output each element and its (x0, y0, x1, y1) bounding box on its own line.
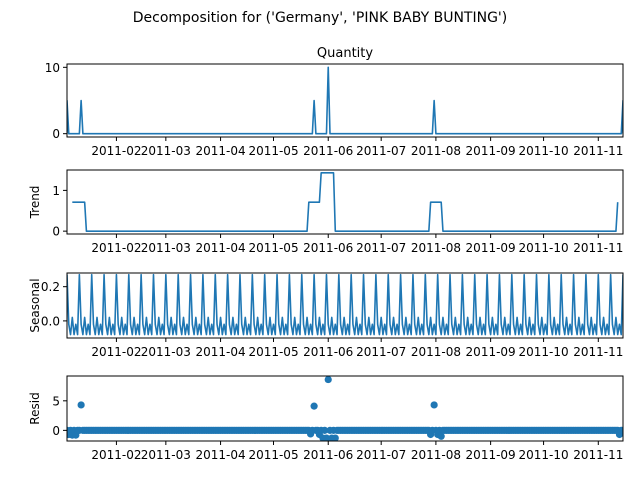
resid-ytick-label: 5 (52, 394, 60, 408)
seasonal-xtick-label: 2011-08 (411, 345, 461, 359)
figure-title: Decomposition for ('Germany', 'PINK BABY… (133, 10, 508, 26)
resid-xtick-label: 2011-05 (248, 448, 298, 462)
observed-xtick-label: 2011-09 (466, 144, 516, 158)
observed-xtick-label: 2011-07 (356, 144, 406, 158)
observed-xtick-label: 2011-06 (303, 144, 353, 158)
seasonal-xtick-label: 2011-05 (248, 345, 298, 359)
trend-xtick-label: 2011-05 (248, 241, 298, 255)
resid-point (437, 432, 445, 440)
observed-panel-title: Quantity (317, 46, 373, 61)
observed-xtick-label: 2011-08 (411, 144, 461, 158)
resid-xtick-label: 2011-08 (411, 448, 461, 462)
trend-xtick-label: 2011-10 (519, 241, 569, 255)
resid-point (324, 376, 332, 384)
resid-point (321, 426, 329, 434)
resid-point (310, 402, 318, 410)
seasonal-ylabel: Seasonal (28, 278, 42, 332)
trend-xtick-label: 2011-04 (195, 241, 245, 255)
seasonal-xtick-label: 2011-11 (573, 345, 623, 359)
resid-point (322, 434, 331, 441)
trend-series-line (72, 172, 619, 232)
observed-ytick-label: 0 (52, 127, 60, 141)
observed-xtick-label: 2011-10 (519, 144, 569, 158)
observed-ytick-label: 10 (45, 61, 60, 75)
trend-xtick-label: 2011-06 (303, 241, 353, 255)
seasonal-plot-area (67, 273, 623, 336)
trend-xtick-label: 2011-07 (356, 241, 406, 255)
seasonal-xtick-label: 2011-09 (466, 345, 516, 359)
resid-xtick-label: 2011-06 (303, 448, 353, 462)
resid-ylabel: Resid (28, 392, 42, 424)
resid-xtick-label: 2011-10 (519, 448, 569, 462)
observed-xtick-label: 2011-05 (248, 144, 298, 158)
resid-ytick-label: 0 (52, 424, 60, 438)
trend-xtick-label: 2011-11 (573, 241, 623, 255)
seasonal-series-line (67, 273, 623, 336)
resid-point (77, 401, 85, 409)
resid-xtick-label: 2011-04 (195, 448, 245, 462)
seasonal-ytick-label: 0.2 (41, 280, 60, 294)
trend-xtick-label: 2011-03 (141, 241, 191, 255)
seasonal-xtick-label: 2011-10 (519, 345, 569, 359)
observed-xtick-label: 2011-04 (195, 144, 245, 158)
resid-axes-frame (66, 375, 624, 442)
observed-xtick-label: 2011-03 (141, 144, 191, 158)
seasonal-xtick-label: 2011-02 (91, 345, 141, 359)
seasonal-xtick-label: 2011-03 (141, 345, 191, 359)
observed-xtick-label: 2011-02 (91, 144, 141, 158)
observed-axes-frame (66, 63, 624, 138)
trend-xtick-label: 2011-08 (411, 241, 461, 255)
seasonal-xtick-label: 2011-04 (195, 345, 245, 359)
trend-axes-frame (66, 169, 624, 235)
panel-seasonal: 0.0 0.2 2011-02 2011-03 2011-04 2011-05 2011-0… (28, 272, 624, 359)
trend-ylabel: Trend (28, 186, 42, 220)
seasonal-axes-frame (66, 272, 624, 339)
observed-series-line (67, 66, 623, 135)
resid-xtick-label: 2011-03 (141, 448, 191, 462)
seasonal-xtick-label: 2011-07 (356, 345, 406, 359)
seasonal-xtick-label: 2011-06 (303, 345, 353, 359)
observed-xtick-label: 2011-11 (573, 144, 623, 158)
seasonal-ytick-label: 0.0 (41, 314, 60, 328)
observed-plot-area (67, 66, 623, 135)
resid-xtick-label: 2011-09 (466, 448, 516, 462)
resid-plot-area (67, 376, 623, 441)
trend-xtick-label: 2011-02 (91, 241, 141, 255)
trend-plot-area (72, 172, 619, 232)
resid-xtick-label: 2011-11 (573, 448, 623, 462)
resid-point (619, 426, 623, 434)
trend-ytick-label: 0 (52, 225, 60, 239)
resid-xtick-label: 2011-07 (356, 448, 406, 462)
trend-xtick-label: 2011-09 (466, 241, 516, 255)
resid-xtick-label: 2011-02 (91, 448, 141, 462)
resid-point (331, 434, 339, 441)
trend-ytick-label: 1 (52, 184, 60, 198)
resid-point (430, 401, 438, 409)
